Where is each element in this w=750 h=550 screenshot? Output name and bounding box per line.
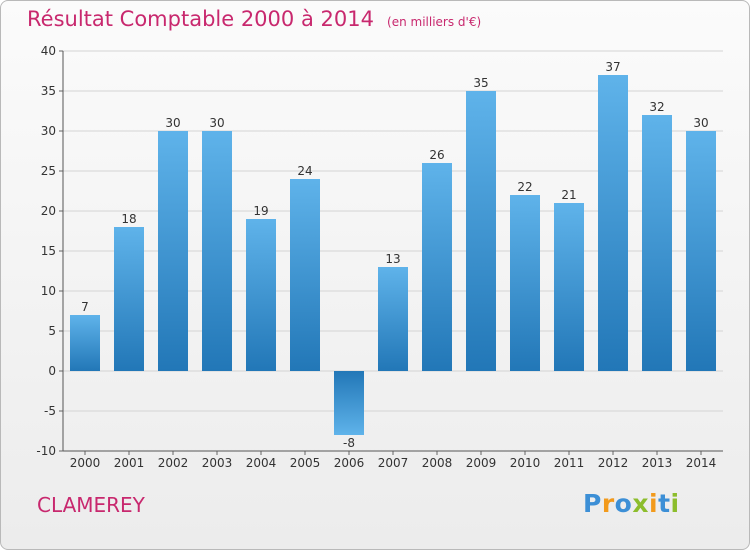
- x-tick-label: 2001: [114, 456, 145, 470]
- x-tick-label: 2009: [466, 456, 497, 470]
- y-tick-label: -10: [36, 444, 56, 458]
- data-label: 18: [121, 212, 136, 226]
- y-tick-label: 10: [41, 284, 56, 298]
- bar: [334, 371, 364, 435]
- data-label: 7: [81, 300, 89, 314]
- y-tick-label: 5: [48, 324, 56, 338]
- x-tick-label: 2008: [422, 456, 453, 470]
- x-tick-label: 2005: [290, 456, 321, 470]
- logo-letter: r: [601, 489, 615, 518]
- data-label: 32: [649, 100, 664, 114]
- data-label: 13: [385, 252, 400, 266]
- bar: [246, 219, 276, 371]
- x-tick-label: 2003: [202, 456, 233, 470]
- data-label: 37: [605, 60, 620, 74]
- data-label: 30: [165, 116, 180, 130]
- x-tick-label: 2004: [246, 456, 277, 470]
- bar: [510, 195, 540, 371]
- bar: [378, 267, 408, 371]
- data-label: 30: [693, 116, 708, 130]
- bar: [554, 203, 584, 371]
- y-tick-label: 30: [41, 124, 56, 138]
- commune-name: CLAMEREY: [37, 493, 145, 517]
- bar: [202, 131, 232, 371]
- x-tick-label: 2002: [158, 456, 189, 470]
- data-label: 35: [473, 76, 488, 90]
- data-label: 30: [209, 116, 224, 130]
- x-tick-label: 2012: [598, 456, 629, 470]
- proxiti-logo: Proxiti: [583, 489, 680, 518]
- logo-letter: x: [632, 489, 649, 518]
- x-tick-label: 2010: [510, 456, 541, 470]
- y-tick-label: 35: [41, 84, 56, 98]
- bar: [598, 75, 628, 371]
- x-tick-label: 2011: [554, 456, 585, 470]
- logo-letter: i: [670, 489, 680, 518]
- data-label: -8: [343, 436, 355, 450]
- bar: [686, 131, 716, 371]
- bar: [642, 115, 672, 371]
- y-tick-label: 40: [41, 44, 56, 58]
- y-tick-label: 15: [41, 244, 56, 258]
- y-tick-label: 20: [41, 204, 56, 218]
- x-tick-label: 2013: [642, 456, 673, 470]
- label-layer: 7 18 30 30 19 24 -8 13 26 35 22 21 37 32 30: [81, 60, 708, 450]
- data-label: 21: [561, 188, 576, 202]
- chart-subtitle: (en milliers d'€): [387, 15, 482, 29]
- y-tick-label: -5: [44, 404, 56, 418]
- data-label: 19: [253, 204, 268, 218]
- x-tick-label: 2014: [686, 456, 717, 470]
- chart-title-block: Résultat Comptable 2000 à 2014 (en milli…: [27, 7, 481, 31]
- data-label: 22: [517, 180, 532, 194]
- data-label: 26: [429, 148, 444, 162]
- logo-letter: o: [614, 489, 633, 518]
- x-tick-label: 2007: [378, 456, 409, 470]
- axis-layer: -10 -5 0 5 10 15 20 25 30 35 40 2000 2001 2002 2003 200…: [36, 44, 723, 470]
- data-label: 24: [297, 164, 312, 178]
- logo-letter: P: [583, 489, 602, 518]
- bar-layer: [70, 75, 716, 435]
- bar: [422, 163, 452, 371]
- bar: [114, 227, 144, 371]
- logo-letter: i: [649, 489, 659, 518]
- bar: [70, 315, 100, 371]
- x-tick-label: 2000: [70, 456, 101, 470]
- y-tick-label: 25: [41, 164, 56, 178]
- bar: [158, 131, 188, 371]
- bar: [290, 179, 320, 371]
- logo-letter: t: [658, 489, 671, 518]
- x-tick-label: 2006: [334, 456, 365, 470]
- y-tick-label: 0: [48, 364, 56, 378]
- chart-title: Résultat Comptable 2000 à 2014: [27, 7, 374, 31]
- bar: [466, 91, 496, 371]
